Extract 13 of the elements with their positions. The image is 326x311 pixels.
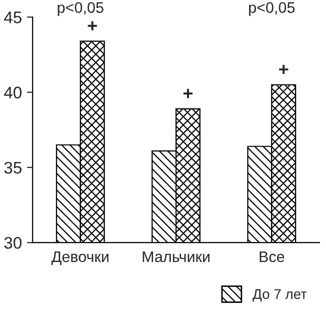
- annotation: +: [183, 88, 193, 98]
- y-tick-label: 45: [4, 12, 22, 24]
- x-tick-label: Мальчики: [142, 251, 210, 262]
- text: p<0,05: [58, 2, 104, 16]
- annotation: +: [279, 64, 288, 74]
- y-tick-label: 30: [4, 236, 22, 249]
- y-tick-label: 40: [4, 86, 22, 98]
- annotation: +: [88, 21, 97, 30]
- text: p<0,05: [249, 2, 295, 16]
- x-tick-label: Девочки: [51, 251, 108, 266]
- legend-label: До 7 лет: [252, 289, 307, 302]
- x-tick-label: Все: [260, 251, 284, 262]
- y-tick-label: 35: [4, 162, 22, 174]
